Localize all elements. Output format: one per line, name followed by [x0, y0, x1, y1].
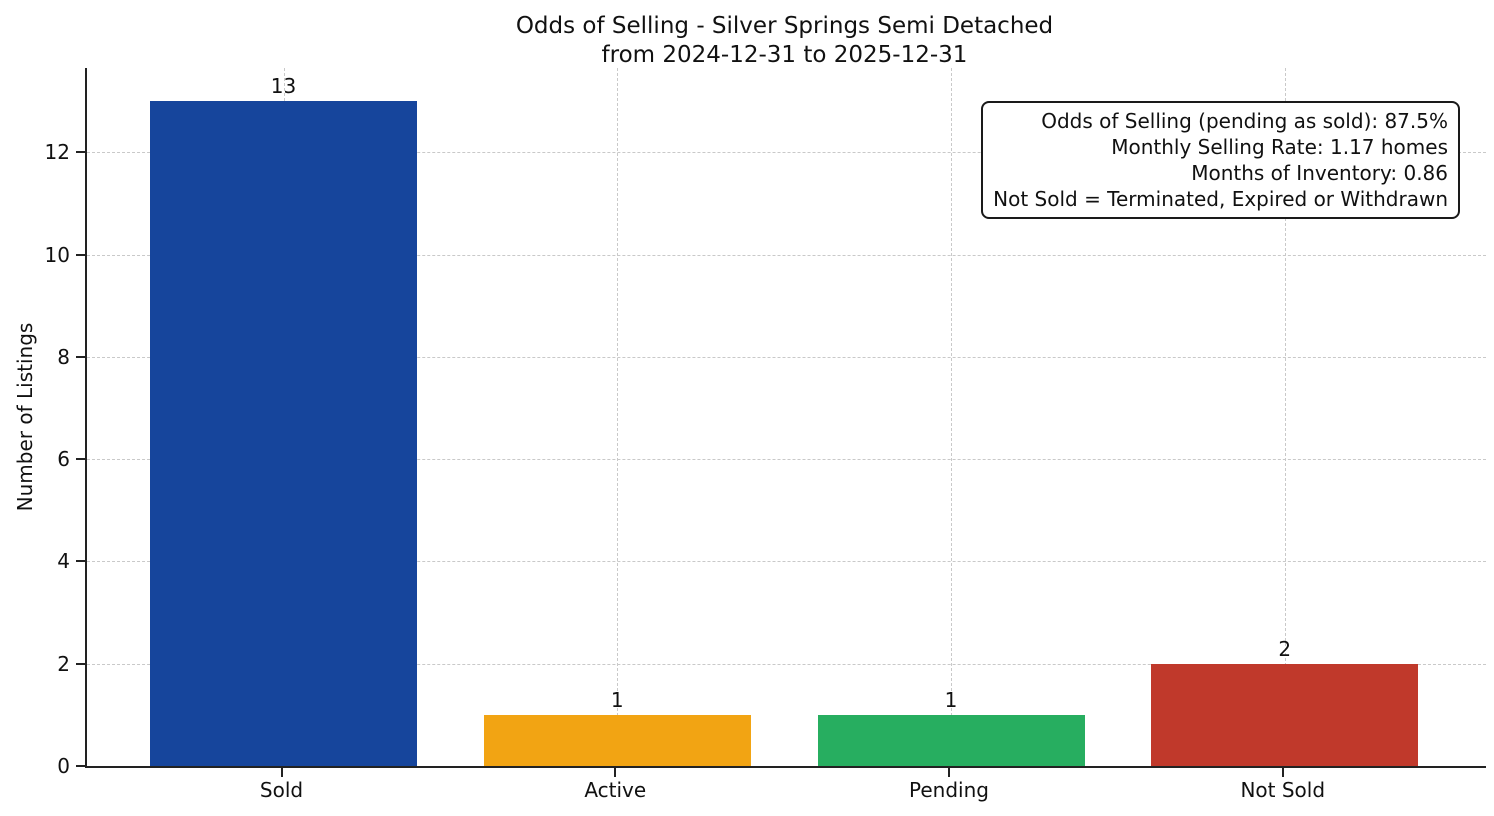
- bar-pending: [817, 714, 1085, 766]
- x-tick-mark-active: [614, 768, 617, 777]
- bar-value-label-pending: 1: [944, 687, 958, 712]
- y-tick-label-2: 2: [57, 651, 70, 676]
- bar-not-sold: [1151, 663, 1419, 766]
- annotation-not-sold-definition: Not Sold = Terminated, Expired or Withdr…: [993, 187, 1448, 211]
- chart-title-line-1: Odds of Selling - Silver Springs Semi De…: [515, 13, 1054, 39]
- stats-annotation-box: Odds of Selling (pending as sold): 87.5%…: [981, 101, 1460, 219]
- annotation-odds-of-selling: Odds of Selling (pending as sold): 87.5%: [1041, 109, 1448, 133]
- y-tick-mark-12: [76, 151, 85, 154]
- y-tick-mark-6: [76, 458, 85, 461]
- y-gridline-10: [87, 254, 1486, 256]
- x-tick-mark-not-sold: [1281, 768, 1284, 777]
- bar-value-label-active: 1: [610, 687, 624, 712]
- chart-title-line-2: from 2024-12-31 to 2025-12-31: [601, 42, 968, 68]
- y-tick-label-0: 0: [57, 754, 70, 778]
- y-tick-label-6: 6: [57, 447, 70, 472]
- x-tick-label-pending: Pending: [909, 778, 989, 802]
- y-tick-mark-2: [76, 662, 85, 665]
- annotation-months-of-inventory: Months of Inventory: 0.86: [1191, 161, 1448, 185]
- y-tick-label-10: 10: [44, 242, 70, 267]
- plot-area: 13 1 1 2: [85, 68, 1486, 768]
- y-gridline-2: [87, 663, 1486, 665]
- y-tick-mark-4: [76, 560, 85, 563]
- bar-active: [483, 714, 751, 766]
- annotation-monthly-selling-rate: Monthly Selling Rate: 1.17 homes: [1111, 135, 1448, 159]
- x-tick-label-active: Active: [584, 778, 647, 802]
- y-gridline-12: [87, 152, 1486, 154]
- y-gridline-8: [87, 356, 1486, 358]
- x-tick-mark-sold: [280, 768, 283, 777]
- x-tick-label-not-sold: Not Sold: [1240, 778, 1326, 802]
- y-tick-mark-10: [76, 253, 85, 256]
- bar-sold: [150, 101, 417, 766]
- x-tick-label-sold: Sold: [259, 778, 304, 802]
- chart-title: Odds of Selling - Silver Springs Semi De…: [85, 12, 1484, 70]
- y-tick-mark-0: [76, 765, 85, 767]
- x-gridline-not-sold: [1284, 68, 1286, 766]
- x-gridline-pending: [951, 68, 952, 766]
- y-tick-mark-8: [76, 355, 85, 358]
- x-gridline-active: [617, 68, 619, 766]
- bar-value-label-not-sold: 2: [1278, 636, 1292, 661]
- y-tick-label-8: 8: [57, 344, 70, 369]
- y-tick-label-12: 12: [44, 140, 70, 165]
- y-gridline-4: [87, 561, 1486, 563]
- bar-value-label-sold: 13: [270, 74, 297, 99]
- x-tick-mark-pending: [948, 768, 950, 777]
- y-gridline-6: [87, 459, 1486, 461]
- y-tick-label-4: 4: [57, 549, 70, 574]
